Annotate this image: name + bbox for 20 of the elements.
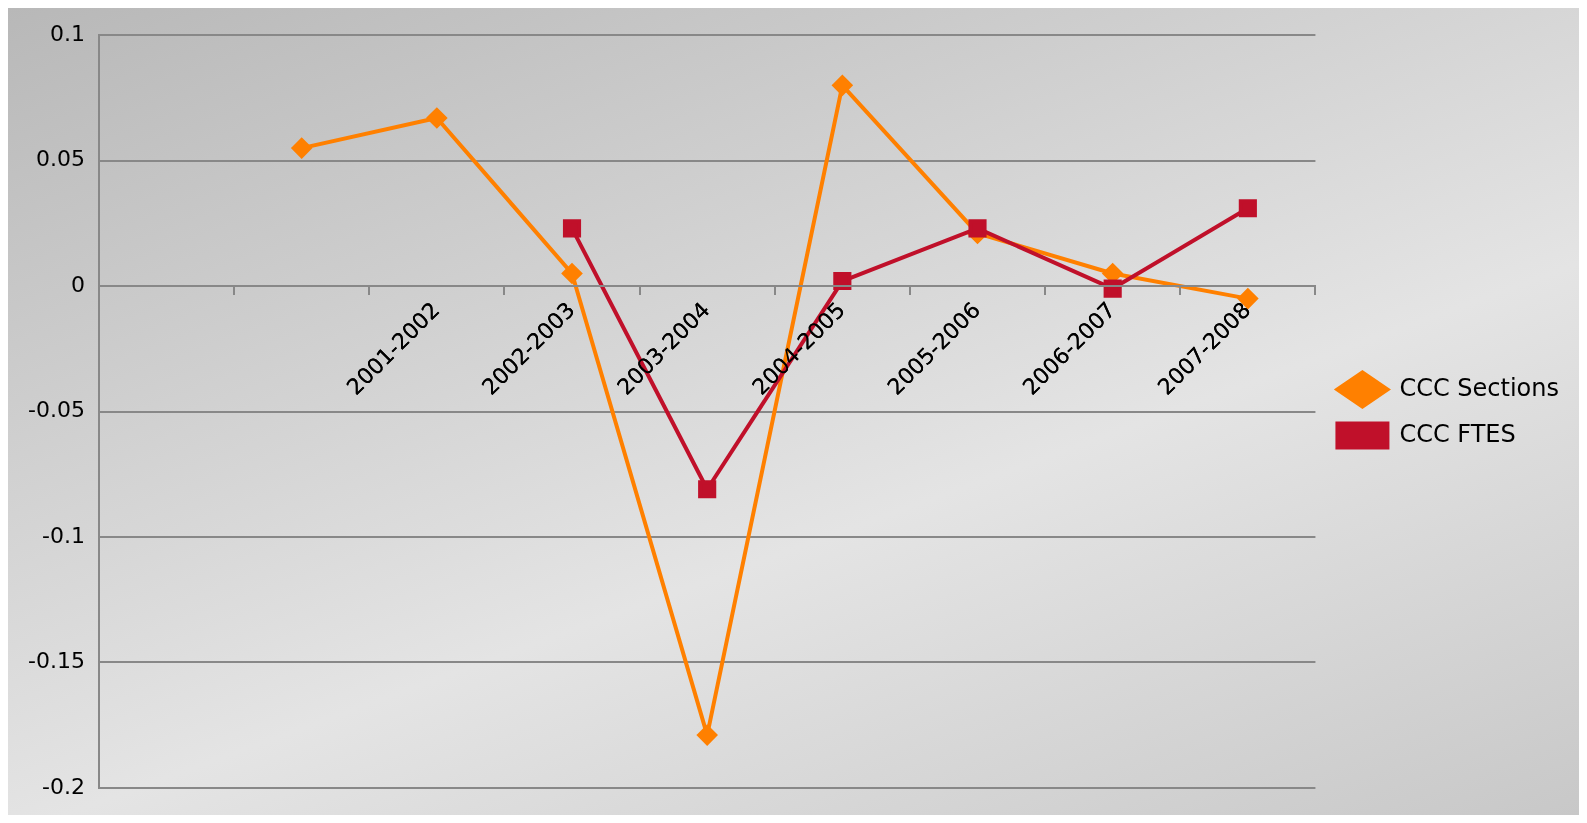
- y-tick-label: -0.15: [27, 648, 85, 674]
- point: [426, 107, 447, 128]
- y-tick-label: -0.05: [27, 397, 85, 423]
- point: [562, 219, 582, 238]
- legend-label: CCC FTES: [1399, 419, 1516, 448]
- point: [698, 480, 717, 499]
- y-tick-label: 0: [70, 271, 85, 297]
- point: [1238, 199, 1257, 218]
- y-tick-label: 0.05: [35, 146, 85, 172]
- legend-label: CCC Sections: [1399, 373, 1559, 402]
- point: [968, 219, 987, 238]
- y-tick-label: -0.2: [41, 773, 85, 799]
- point: [291, 138, 312, 159]
- point: [833, 271, 852, 291]
- y-tick-label: 0.1: [49, 20, 85, 46]
- point: [832, 75, 853, 96]
- point: [1103, 279, 1122, 298]
- y-tick-label: -0.1: [41, 522, 85, 548]
- point: [562, 263, 583, 284]
- point: [697, 725, 718, 746]
